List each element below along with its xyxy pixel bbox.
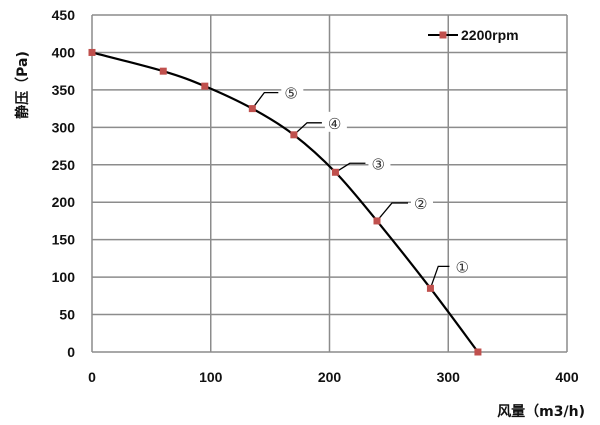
annotation-label: ②	[414, 195, 427, 213]
annotation-label: ①	[455, 258, 468, 276]
y-tick-label: 250	[52, 157, 76, 173]
annotation-bg	[281, 81, 304, 102]
annotation-label: ⑤	[284, 85, 297, 103]
annotation-label: ④	[328, 115, 341, 133]
y-axis-label: 静压（Pa)	[14, 51, 31, 119]
y-tick-label: 100	[52, 269, 76, 285]
data-point	[201, 82, 209, 90]
data-point	[474, 348, 482, 356]
y-tick-label: 400	[52, 44, 76, 60]
y-tick-label: 50	[59, 307, 75, 323]
y-tick-label: 450	[52, 7, 76, 23]
x-tick-label: 400	[555, 369, 579, 385]
tick-labels: 0 100 200 300 400 0 50 100 150 200 250 300 350 400 450	[52, 7, 579, 385]
data-point	[248, 105, 256, 113]
data-point	[88, 48, 96, 56]
y-tick-label: 200	[52, 194, 76, 210]
annotation-bg	[411, 191, 433, 212]
data-point	[159, 67, 167, 75]
annotation-leader	[335, 162, 366, 173]
legend-marker	[439, 31, 447, 39]
series-layer	[88, 48, 482, 356]
x-tick-label: 0	[88, 369, 96, 385]
annotation-leader	[429, 265, 450, 289]
annotations: ⑤ ④ ③ ② ①	[251, 81, 475, 289]
y-tick-label: 350	[52, 82, 76, 98]
data-point	[426, 284, 434, 292]
annotation-bg	[324, 111, 347, 132]
x-tick-label: 100	[199, 369, 223, 385]
annotation-leader	[376, 202, 408, 222]
annotation-bg	[452, 255, 475, 276]
data-point	[290, 131, 298, 139]
data-point	[373, 217, 381, 225]
x-axis-label: 风量（m3/h)	[497, 404, 585, 420]
x-tick-label: 300	[437, 369, 461, 385]
annotation-bg	[368, 152, 391, 173]
legend-label: 2200rpm	[461, 27, 519, 43]
x-tick-label: 200	[318, 369, 342, 385]
y-tick-label: 0	[67, 344, 75, 360]
y-tick-label: 150	[52, 232, 76, 248]
data-point	[331, 168, 339, 176]
annotation-leader	[293, 122, 322, 136]
legend: 2200rpm	[428, 27, 519, 43]
annotation-label: ③	[371, 155, 384, 173]
grid	[91, 14, 568, 353]
annotation-leader	[251, 91, 279, 110]
y-tick-label: 300	[52, 119, 76, 135]
